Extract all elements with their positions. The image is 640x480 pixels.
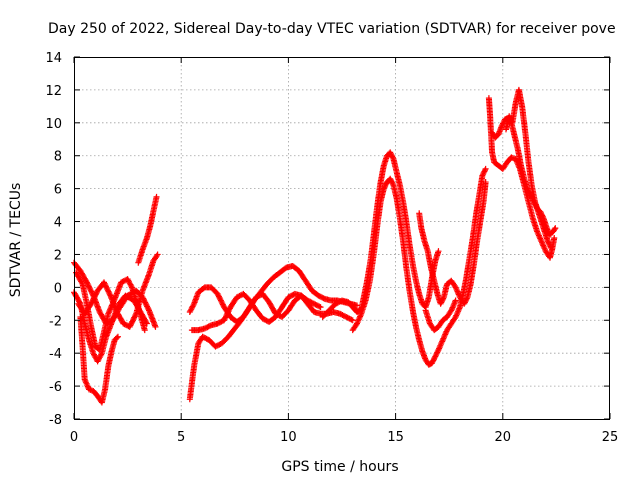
y-tick-label: 10	[45, 117, 62, 132]
plot-frame	[74, 57, 610, 420]
x-tick-label: 25	[602, 430, 619, 445]
data-point	[113, 334, 120, 341]
chart-title: Day 250 of 2022, Sidereal Day-to-day VTE…	[48, 21, 616, 37]
data-point	[452, 298, 458, 305]
data-point	[552, 225, 559, 232]
y-tick-label: -2	[49, 314, 62, 329]
data-point	[551, 226, 558, 233]
data-point	[152, 323, 159, 330]
x-tick-label: 20	[495, 430, 512, 445]
data-point	[142, 300, 149, 307]
data-point	[348, 316, 355, 323]
data-point	[435, 248, 442, 255]
data-point	[479, 172, 486, 179]
series-track-15	[489, 114, 559, 238]
y-tick-label: 6	[54, 183, 62, 198]
data-point	[141, 327, 148, 334]
data-point	[349, 317, 356, 324]
data-point	[111, 303, 118, 310]
data-point	[547, 243, 554, 250]
y-tick-label: -8	[49, 413, 62, 428]
y-tick-label: 2	[54, 248, 62, 263]
series-track-12	[416, 179, 489, 307]
y-tick-label: -6	[49, 380, 62, 395]
series-track-16	[503, 86, 555, 251]
series-track-10	[319, 149, 442, 320]
x-axis-label: GPS time / hours	[281, 459, 398, 475]
x-tick-label: 0	[70, 430, 78, 445]
data-point	[546, 240, 553, 247]
data-point	[153, 193, 160, 200]
data-point	[224, 309, 231, 316]
series-track-6	[135, 193, 160, 266]
data-point	[452, 297, 459, 304]
data-point	[551, 235, 558, 241]
data-point	[389, 181, 396, 187]
x-tick-label: 15	[387, 430, 404, 445]
data-point	[482, 167, 488, 174]
ticks-layer: 0 5 10 15 20 25 -8 -6 -4 -2 0 2 4 6 8 10 12 14	[45, 51, 618, 445]
data-point	[95, 357, 102, 363]
series-track-11	[349, 165, 489, 368]
data-point	[482, 179, 489, 186]
data-point	[153, 252, 160, 259]
series-track-7	[186, 263, 361, 403]
y-tick-label: 0	[54, 281, 62, 296]
y-tick-label: 4	[54, 216, 62, 231]
data-point	[482, 165, 489, 172]
data-point	[101, 279, 107, 286]
y-axis-label: SDTVAR / TECUs	[8, 183, 24, 298]
data-point	[317, 304, 324, 311]
data-point	[434, 348, 441, 355]
data-point	[389, 154, 396, 161]
data-point	[114, 333, 121, 340]
grid-layer	[74, 57, 610, 419]
series-track-4	[77, 314, 121, 406]
data-point	[548, 244, 555, 251]
y-tick-label: 14	[45, 51, 62, 66]
data-point	[316, 303, 323, 310]
x-tick-label: 5	[177, 430, 185, 445]
data-point	[154, 251, 161, 258]
series-track-13	[422, 297, 459, 334]
data-point	[78, 279, 85, 286]
series-track-5	[75, 251, 161, 330]
data-point	[463, 296, 470, 303]
x-tick-label: 10	[280, 430, 297, 445]
y-tick-label: -4	[49, 347, 62, 362]
series-track-9	[188, 290, 356, 334]
data-point	[87, 287, 94, 294]
data-point	[132, 312, 139, 318]
y-tick-label: 12	[45, 84, 62, 99]
marks-layer	[71, 86, 559, 406]
y-tick-label: 8	[54, 150, 62, 165]
